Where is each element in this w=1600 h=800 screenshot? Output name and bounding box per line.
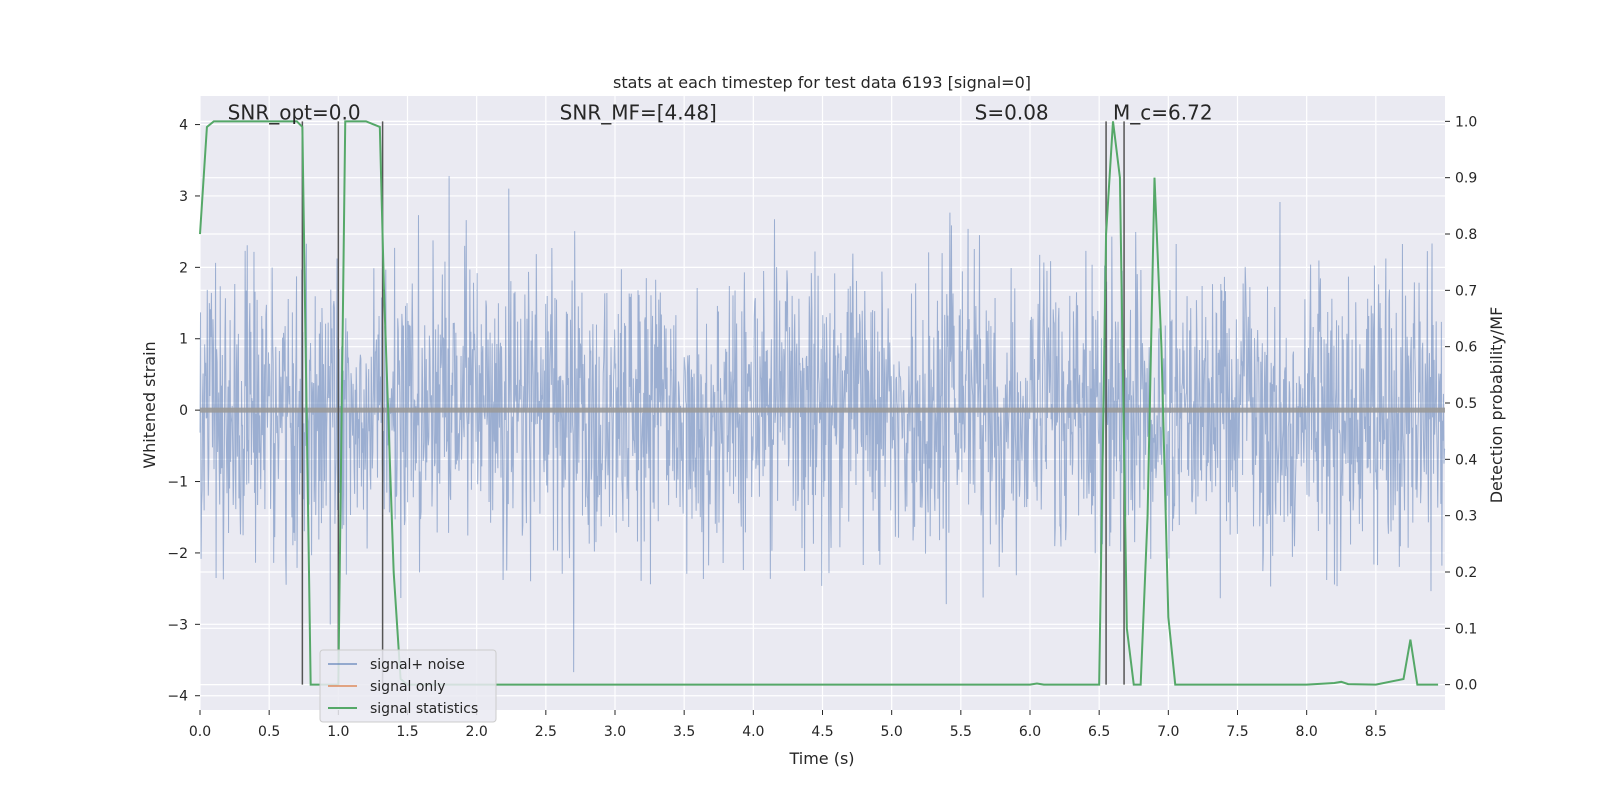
- x-tick-label: 3.5: [673, 724, 695, 740]
- y2-tick-label: 0.6: [1455, 340, 1477, 356]
- y2-axis-label: Detection probability/MF: [1487, 307, 1506, 504]
- y2-tick-label: 0.5: [1455, 396, 1477, 412]
- x-axis-ticks: 0.0 0.5 1.0 1.5 2.0 2.5 3.0 3.5 4.0 4.5 5.0 5.5 6.0 6…: [189, 710, 1387, 740]
- x-tick-label: 4.0: [742, 724, 764, 740]
- x-tick-label: 0.5: [258, 724, 280, 740]
- x-axis-label: Time (s): [788, 749, 854, 768]
- chart-title: stats at each timestep for test data 619…: [613, 73, 1031, 92]
- x-tick-label: 4.5: [811, 724, 833, 740]
- y2-tick-label: 0.8: [1455, 227, 1477, 243]
- x-tick-label: 6.0: [1019, 724, 1041, 740]
- y2-tick-label: 0.4: [1455, 452, 1477, 468]
- y2-tick-label: 0.7: [1455, 283, 1477, 299]
- x-tick-label: 8.5: [1365, 724, 1387, 740]
- annotation: SNR_opt=0.0: [228, 100, 361, 124]
- x-tick-label: 1.0: [327, 724, 349, 740]
- x-tick-label: 1.5: [396, 724, 418, 740]
- x-tick-label: 6.5: [1088, 724, 1110, 740]
- y-tick-label: 3: [179, 189, 188, 205]
- legend: signal+ noise signal only signal statist…: [319, 649, 497, 723]
- x-tick-label: 2.0: [466, 724, 488, 740]
- y2-axis-ticks: 0.0 0.1 0.2 0.3 0.4 0.5 0.6 0.7 0.8 0.9 1.0: [1445, 114, 1477, 694]
- y-tick-label: −3: [167, 617, 188, 633]
- y-tick-label: −2: [167, 546, 188, 562]
- legend-label-signal-only: signal only: [370, 679, 445, 695]
- x-tick-label: 7.5: [1226, 724, 1248, 740]
- annotation: SNR_MF=[4.48]: [560, 100, 717, 124]
- y-tick-label: −4: [167, 689, 188, 705]
- y-axis-label: Whitened strain: [140, 341, 159, 468]
- annotation: S=0.08: [975, 100, 1049, 124]
- noise-line: [199, 176, 1446, 673]
- y-tick-label: 0: [179, 403, 188, 419]
- y2-tick-label: 0.9: [1455, 171, 1477, 187]
- y-tick-label: 1: [179, 332, 188, 348]
- x-tick-label: 2.5: [535, 724, 557, 740]
- y2-tick-label: 0.3: [1455, 509, 1477, 525]
- annotation: M_c=6.72: [1113, 100, 1213, 124]
- legend-label-signal-statistics: signal statistics: [370, 701, 478, 717]
- x-tick-label: 8.0: [1296, 724, 1318, 740]
- x-tick-label: 5.5: [950, 724, 972, 740]
- annotations: SNR_opt=0.0 SNR_MF=[4.48] S=0.08 M_c=6.72: [228, 100, 1213, 124]
- legend-label-signal-noise: signal+ noise: [370, 657, 465, 673]
- legend-box: [319, 649, 497, 723]
- x-tick-label: 7.0: [1157, 724, 1179, 740]
- x-tick-label: 0.0: [189, 724, 211, 740]
- y2-tick-label: 0.1: [1455, 621, 1477, 637]
- y-axis-ticks: −4 −3 −2 −1 0 1 2 3 4: [167, 118, 200, 705]
- y-tick-label: 2: [179, 260, 188, 276]
- x-tick-label: 5.0: [881, 724, 903, 740]
- y2-tick-label: 0.0: [1455, 678, 1477, 694]
- y-tick-label: 4: [179, 118, 188, 134]
- series-signal-noise: [199, 176, 1446, 673]
- y2-tick-label: 1.0: [1455, 114, 1477, 130]
- x-tick-label: 3.0: [604, 724, 626, 740]
- y2-tick-label: 0.2: [1455, 565, 1477, 581]
- y-tick-label: −1: [167, 475, 188, 491]
